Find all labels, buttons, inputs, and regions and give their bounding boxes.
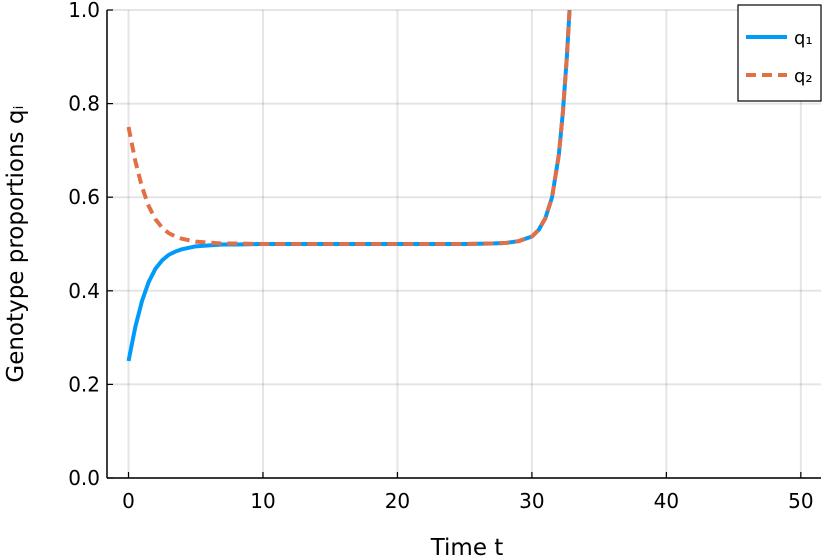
series-line-1 xyxy=(126,10,572,362)
series-line-2 xyxy=(126,10,572,246)
y-tick-labels: 0.0 0.2 0.4 0.6 0.8 1.0 xyxy=(68,0,100,490)
y-tick-label: 1.0 xyxy=(68,0,100,22)
x-tick-label: 40 xyxy=(654,489,679,513)
x-tick-label: 0 xyxy=(122,489,135,513)
y-tick-label: 0.4 xyxy=(68,279,100,303)
x-tick-label: 30 xyxy=(519,489,544,513)
x-tick-labels: 0 10 20 30 40 50 xyxy=(122,489,813,513)
x-tick-label: 10 xyxy=(250,489,275,513)
x-tick-label: 50 xyxy=(788,489,813,513)
legend-label-q2: q₂ xyxy=(794,66,813,87)
y-tick-label: 0.6 xyxy=(68,185,100,209)
y-tick-label: 0.0 xyxy=(68,466,100,490)
legend: q₁ q₂ xyxy=(737,4,822,102)
y-tick-label: 0.8 xyxy=(68,92,100,116)
legend-label-q1: q₁ xyxy=(794,28,813,49)
y-tick-label: 0.2 xyxy=(68,372,100,396)
y-axis-title: Genotype proportions qᵢ xyxy=(3,105,29,382)
x-tick-label: 20 xyxy=(385,489,410,513)
series-layer xyxy=(126,10,572,362)
x-axis-title: Time t xyxy=(430,535,504,559)
legend-box xyxy=(737,4,822,102)
plot-frame xyxy=(106,10,821,479)
